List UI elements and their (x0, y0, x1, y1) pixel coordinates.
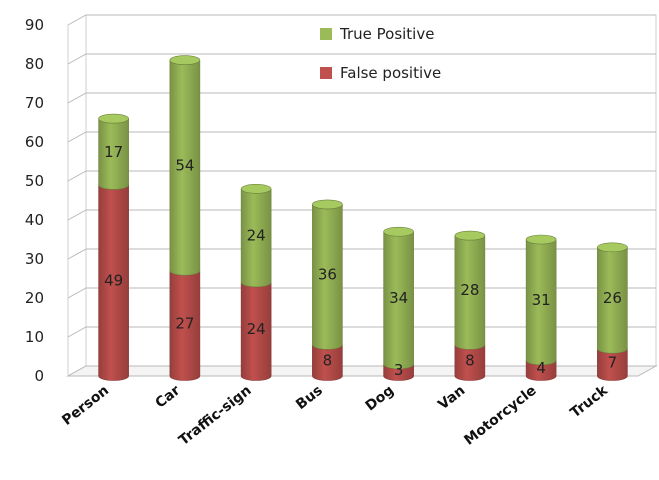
bar-cap (98, 113, 129, 124)
gridline (67, 14, 656, 26)
bar-cap (312, 199, 343, 210)
data-label: 36 (318, 266, 337, 284)
y-tick-label: 20 (25, 289, 44, 307)
data-label: 24 (247, 227, 266, 245)
data-label: 8 (465, 351, 475, 369)
gridline (67, 170, 656, 182)
legend-swatch (320, 67, 332, 79)
y-axis-ticks: 0 10 20 30 40 50 60 70 80 90 (25, 16, 44, 385)
bar-stack (454, 230, 486, 381)
bar-stack (240, 184, 272, 381)
data-label: 8 (323, 351, 333, 369)
x-category-label: Bus (293, 383, 326, 413)
data-label: 49 (104, 271, 123, 289)
bar-stack (169, 55, 201, 381)
y-tick-label: 80 (25, 55, 44, 73)
chart-floor (66, 365, 658, 377)
x-category-label: Van (435, 383, 468, 414)
bars (98, 55, 628, 381)
gridline (67, 209, 656, 221)
data-label: 28 (460, 281, 479, 299)
bar-stack (383, 226, 414, 381)
data-label: 4 (536, 359, 546, 377)
data-label: 24 (247, 320, 266, 338)
y-tick-label: 70 (25, 94, 44, 112)
legend-label: True Positive (339, 25, 434, 43)
data-label: 27 (175, 314, 194, 332)
gridline (67, 131, 656, 143)
floor-plane (66, 365, 658, 377)
data-label: 3 (394, 361, 404, 379)
y-tick-label: 60 (25, 133, 44, 151)
bar-cap (169, 55, 201, 65)
data-label: 34 (389, 289, 408, 307)
y-tick-label: 0 (34, 367, 44, 385)
legend-item: False positive (320, 64, 441, 82)
data-label: 31 (532, 291, 551, 309)
bar-stack (525, 234, 557, 381)
data-label: 7 (608, 353, 618, 371)
bar-cap (454, 230, 486, 241)
data-label: 54 (175, 156, 194, 174)
y-tick-label: 90 (25, 16, 44, 34)
data-label: 26 (603, 289, 622, 307)
legend-label: False positive (340, 64, 441, 82)
legend: True Positive False positive (320, 25, 441, 82)
y-tick-label: 40 (25, 211, 44, 229)
x-category-label: Car (152, 382, 183, 411)
x-category-label: Dog (363, 383, 397, 415)
legend-swatch (320, 28, 332, 40)
legend-item: True Positive (320, 25, 434, 43)
data-labels: 49 17 27 54 24 24 8 36 3 34 8 28 4 31 7 26 (104, 143, 622, 379)
x-category-label: Motorcycle (461, 383, 539, 449)
x-category-label: Truck (567, 382, 611, 421)
x-category-label: Person (59, 383, 112, 429)
bar-cap (597, 242, 628, 253)
gridline (67, 92, 656, 104)
y-tick-label: 30 (25, 250, 44, 268)
y-tick-label: 10 (25, 328, 44, 346)
x-category-label: Traffic-sign (176, 383, 255, 449)
bar-cap (240, 184, 272, 194)
y-tick-label: 50 (25, 172, 44, 190)
bar-cap (383, 226, 414, 237)
bar-cap (525, 234, 557, 245)
gridline (67, 53, 656, 65)
bar-stack (98, 113, 129, 381)
bar-stack (597, 242, 628, 381)
bar-stack (312, 199, 343, 381)
data-label: 17 (104, 143, 123, 161)
